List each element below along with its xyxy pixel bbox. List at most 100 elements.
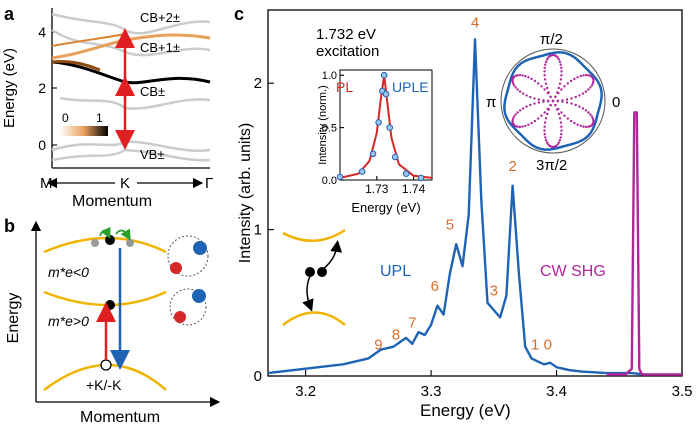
polar-shg-point [590, 84, 594, 87]
band-bg [51, 12, 211, 35]
mass-positive: m*e>0 [48, 313, 89, 329]
polar-shg-point [563, 114, 566, 117]
shg-spectrum-line [606, 111, 682, 376]
hole [100, 359, 112, 371]
schematic-band-upper [282, 228, 346, 243]
polar-shg-point [566, 117, 569, 120]
polar-label-right: 0 [612, 94, 620, 111]
peak-label-5: 5 [446, 217, 454, 234]
polar-shg-point [554, 144, 558, 148]
panel-c-frame [267, 9, 683, 377]
panel-a-ytick-0: 0 [38, 137, 46, 153]
shg-label: CW SHG [540, 263, 606, 280]
polar-label-left: π [486, 94, 496, 111]
peak-label-8: 8 [392, 326, 400, 343]
polar-shg-point [565, 101, 569, 104]
polar-shg-point [543, 129, 546, 132]
polar-shg-point [544, 82, 548, 85]
polar-label-bottom: 3π/2 [536, 157, 567, 174]
polar-shg-point [549, 95, 552, 99]
polar-shg-point [514, 125, 517, 128]
polar-shg-point [581, 92, 585, 95]
polar-shg-point [527, 123, 530, 126]
polar-shg-point [566, 82, 569, 85]
polar-shg-point [542, 100, 545, 103]
polar-shg-point [537, 82, 540, 85]
polar-shg-point [547, 100, 550, 103]
green-curl-arrow [99, 226, 111, 239]
polar-shg-point [560, 111, 563, 114]
electron-ghost [126, 239, 134, 247]
polar-shg-point [560, 66, 563, 70]
valley-label: +K/-K [86, 377, 122, 393]
polar-shg-point [557, 112, 560, 116]
polar-shg-point [512, 115, 516, 118]
polar-shg-point [521, 125, 524, 128]
polar-shg-point [592, 121, 595, 124]
polar-shg-point [540, 114, 543, 117]
panel-a-xtick-gamma: Γ [205, 175, 213, 192]
polar-shg-point [592, 80, 595, 83]
panel-a-label: a [4, 4, 15, 24]
colorbar-min: 0 [62, 111, 69, 125]
polar-shg-point [557, 58, 560, 61]
inset-xtick-label: 1.74 [402, 182, 426, 196]
electron-orbit [193, 241, 207, 255]
polar-shg-point [569, 119, 573, 123]
polar-shg-point [591, 117, 595, 121]
panel-a-ytick-2: 2 [38, 80, 46, 96]
inset-ytick-label: 1.0 [322, 70, 337, 82]
polar-shg-point [543, 125, 546, 128]
polar-shg-point [592, 119, 595, 122]
panel-b: Energy Momentum m*e<0 m*e>0 +K/-K [5, 220, 221, 426]
polar-shg-point [582, 125, 585, 128]
electron-middle [105, 300, 115, 310]
polar-shg-point [544, 136, 547, 139]
colorbar-max: 1 [96, 111, 103, 125]
inset-pl-label: PL [336, 79, 353, 95]
mass-negative: m*e<0 [48, 264, 89, 280]
polar-shg-point [511, 78, 514, 81]
legend-line1: 1.732 eV [316, 26, 376, 43]
panel-b-ylabel: Energy [5, 293, 22, 344]
polar-shg-point [511, 119, 514, 122]
polar-shg-point [544, 139, 548, 142]
orbit-diagram [167, 235, 209, 277]
peak-label-1: 1 [531, 337, 539, 354]
green-curl-arrow [115, 228, 131, 241]
band-label-cb: CB± [140, 84, 165, 99]
polar-shg-point [576, 123, 579, 126]
polar-shg-point [543, 66, 546, 70]
polar-shg-point [591, 82, 595, 85]
polar-shg-point [540, 85, 543, 88]
polar-shg-point [511, 82, 515, 85]
panel-a-xtick-k: K [120, 175, 130, 192]
polar-shg-point [525, 105, 528, 108]
band-cb [51, 60, 211, 85]
polar-shg-point [556, 91, 559, 94]
inset-uple-point [375, 119, 382, 126]
polar-shg-point [543, 78, 547, 81]
panel-c-xtick-label: 3.5 [672, 383, 693, 400]
polar-shg-point [533, 119, 537, 123]
polar-shg-point [556, 143, 559, 146]
band-label-cb2: CB+2± [140, 10, 180, 25]
polar-shg-point [518, 73, 522, 77]
polar-shg-point [548, 54, 552, 58]
polar-plot [500, 48, 606, 154]
polar-shg-point [574, 95, 577, 99]
polar-shg-point [543, 133, 546, 136]
polar-shg-point [587, 74, 590, 77]
polar-shg-point [514, 86, 517, 89]
panel-c-xtick-label: 3.4 [546, 383, 567, 400]
polar-shg-point [543, 121, 547, 124]
inset-uple-point [386, 124, 394, 131]
inset-uple-point [391, 153, 399, 161]
polar-shg-point [578, 94, 581, 97]
polar-shg-point [584, 125, 588, 129]
band-label-vb: VB± [140, 147, 164, 162]
inset-uple-point [358, 168, 366, 175]
polar-shg-point [514, 113, 517, 116]
legend-line2: excitation [316, 43, 379, 60]
